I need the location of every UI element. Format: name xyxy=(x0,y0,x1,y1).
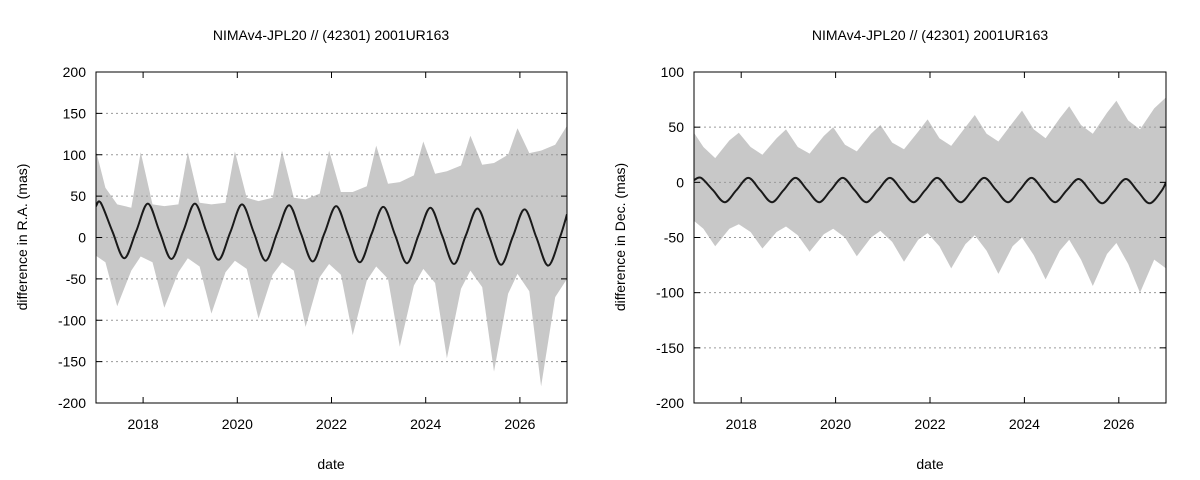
chart-ra-ytick-label: -150 xyxy=(58,354,86,370)
chart-ra-xlabel: date xyxy=(317,456,344,472)
chart-ra-xtick-label: 2020 xyxy=(222,416,253,432)
chart-dec-xtick-label: 2026 xyxy=(1103,416,1134,432)
chart-dec-xtick-label: 2018 xyxy=(726,416,757,432)
chart-dec-data-area xyxy=(694,97,1166,349)
chart-dec-ytick-label: 50 xyxy=(668,119,684,135)
chart-dec-ylabel: difference in Dec. (mas) xyxy=(612,163,628,311)
chart-dec: NIMAv4-JPL20 // (42301) 2001UR163 -200 -1… xyxy=(612,27,1167,472)
chart-ra-ytick-label: -200 xyxy=(58,395,86,411)
chart-ra-plot: -200 -150 -100 -50 0 50 100 150 200 2018 2020 2022 2… xyxy=(58,64,568,432)
chart-ra-ytick-label: 50 xyxy=(70,188,86,204)
chart-dec-ytick-label: 100 xyxy=(661,64,685,80)
chart-ra-ytick-label: 150 xyxy=(63,105,87,121)
chart-ra-residual-line xyxy=(96,200,567,267)
chart-ra-xtick-label: 2022 xyxy=(316,416,347,432)
chart-dec-title: NIMAv4-JPL20 // (42301) 2001UR163 xyxy=(812,27,1049,43)
chart-ra-ytick-label: 100 xyxy=(63,147,87,163)
chart-dec-ytick-label: -200 xyxy=(656,395,684,411)
chart-ra-ytick-label: -50 xyxy=(66,271,86,287)
chart-dec-ytick-label: -50 xyxy=(664,230,684,246)
chart-dec-ytick-label: -100 xyxy=(656,285,684,301)
chart-dec-residual-line xyxy=(694,176,1166,205)
chart-dec-ytick-label: -150 xyxy=(656,340,684,356)
chart-ra-uncertainty-band xyxy=(96,125,567,387)
chart-dec-ytick-label: 0 xyxy=(676,174,684,190)
chart-dec-xlabel: date xyxy=(916,456,943,472)
chart-ra-ytick-label: -100 xyxy=(58,312,86,328)
chart-dec-xtick-label: 2020 xyxy=(820,416,851,432)
chart-ra-title: NIMAv4-JPL20 // (42301) 2001UR163 xyxy=(213,27,450,43)
chart-ra-ytick-label: 0 xyxy=(78,230,86,246)
chart-ra-xtick-label: 2026 xyxy=(504,416,535,432)
chart-ra-data-area xyxy=(96,112,567,387)
chart-ra: NIMAv4-JPL20 // (42301) 2001UR163 -200 -1… xyxy=(14,27,568,472)
chart-ra-xtick-label: 2018 xyxy=(128,416,159,432)
chart-ra-ylabel: difference in R.A. (mas) xyxy=(14,164,30,311)
chart-ra-ytick-label: 200 xyxy=(63,64,87,80)
chart-dec-xtick-label: 2022 xyxy=(914,416,945,432)
chart-dec-xtick-label: 2024 xyxy=(1009,416,1040,432)
chart-dec-uncertainty-band xyxy=(694,97,1166,293)
chart-ra-xtick-label: 2024 xyxy=(410,416,441,432)
chart-dec-plot: -200 -150 -100 -50 0 50 100 2018 2020 2022 2024 202… xyxy=(656,64,1167,432)
